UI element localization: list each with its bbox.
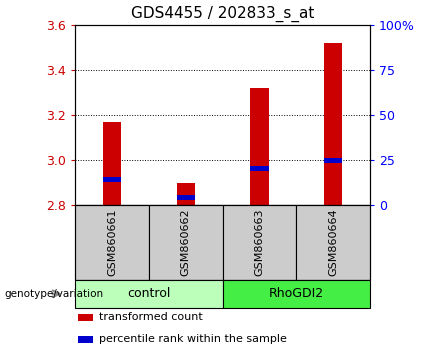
- Bar: [223, 280, 370, 308]
- Bar: [78, 336, 93, 343]
- Bar: [176, 183, 195, 205]
- Text: GSM860662: GSM860662: [181, 209, 191, 276]
- Bar: [250, 166, 269, 171]
- Text: transformed count: transformed count: [99, 312, 203, 322]
- Bar: [250, 88, 269, 205]
- Text: genotype/variation: genotype/variation: [4, 289, 104, 299]
- Bar: [324, 158, 342, 163]
- Bar: [296, 205, 370, 280]
- Text: RhoGDI2: RhoGDI2: [269, 287, 324, 300]
- Bar: [149, 205, 223, 280]
- Bar: [176, 195, 195, 200]
- Text: percentile rank within the sample: percentile rank within the sample: [99, 335, 287, 344]
- Text: GSM860664: GSM860664: [328, 209, 338, 276]
- Title: GDS4455 / 202833_s_at: GDS4455 / 202833_s_at: [131, 6, 314, 22]
- Bar: [324, 43, 342, 205]
- Text: control: control: [127, 287, 171, 300]
- Bar: [75, 205, 149, 280]
- Bar: [103, 122, 121, 205]
- Bar: [103, 177, 121, 182]
- Bar: [223, 205, 296, 280]
- Bar: [75, 280, 223, 308]
- Text: GSM860661: GSM860661: [107, 209, 117, 276]
- Bar: [78, 314, 93, 321]
- Text: GSM860663: GSM860663: [254, 209, 264, 276]
